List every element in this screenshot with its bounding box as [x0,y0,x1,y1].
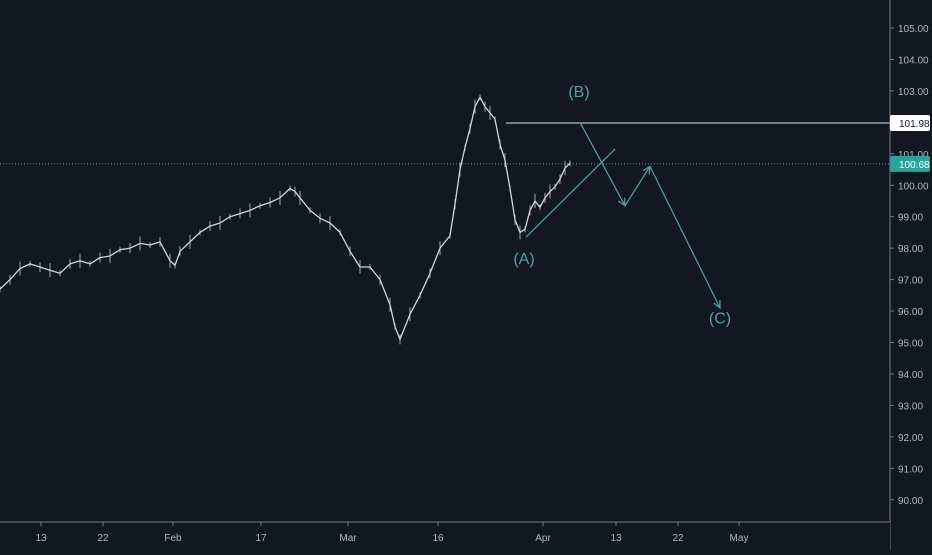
projection-arrowhead [618,197,626,207]
price-axis-label: 93.00 [898,401,923,412]
wave-label: (A) [513,251,534,268]
time-axis-label: Mar [339,533,357,544]
time-axis-label: 13 [610,533,622,544]
price-axis-label: 100.00 [898,181,929,192]
time-axis-label: Feb [164,533,182,544]
level-price-tag-background [890,114,930,131]
projection-segment[interactable] [649,166,721,309]
price-series-line[interactable] [0,96,571,341]
time-axis-background [0,522,890,550]
time-axis-label: May [730,533,749,544]
time-axis-label: 22 [672,533,684,544]
price-axis-label: 91.00 [898,464,923,475]
wave-label: (C) [709,311,731,328]
current-price-tag: 100.68 [899,160,930,171]
price-axis-label: 101.00 [898,150,929,161]
price-axis-label: 90.00 [898,496,923,507]
price-axis-label: 99.00 [898,213,923,224]
price-axis-label: 103.00 [898,87,929,98]
time-axis-label: 13 [35,533,47,544]
trend-line[interactable] [525,148,616,238]
price-axis-label: 104.00 [898,55,929,66]
time-axis-label: 17 [255,533,267,544]
wave-label: (B) [568,84,589,101]
time-axis-label: Apr [535,533,551,544]
time-axis-label: 22 [97,533,109,544]
price-axis-label: 95.00 [898,339,923,350]
price-axis-background [890,0,932,550]
projection-segment[interactable] [579,122,626,206]
current-price-tag-background [890,155,930,172]
level-price-tag: 101.98 [899,119,930,130]
price-axis-label: 98.00 [898,244,923,255]
price-axis-label: 92.00 [898,433,923,444]
price-axis-label: 105.00 [898,24,929,35]
price-axis-label: 97.00 [898,276,923,287]
projection-segment[interactable] [624,166,651,207]
projection-arrowhead [713,299,721,310]
projection-arrowhead [642,165,651,175]
time-axis-label: 16 [432,533,444,544]
price-axis-label: 96.00 [898,307,923,318]
price-axis-label: 94.00 [898,370,923,381]
